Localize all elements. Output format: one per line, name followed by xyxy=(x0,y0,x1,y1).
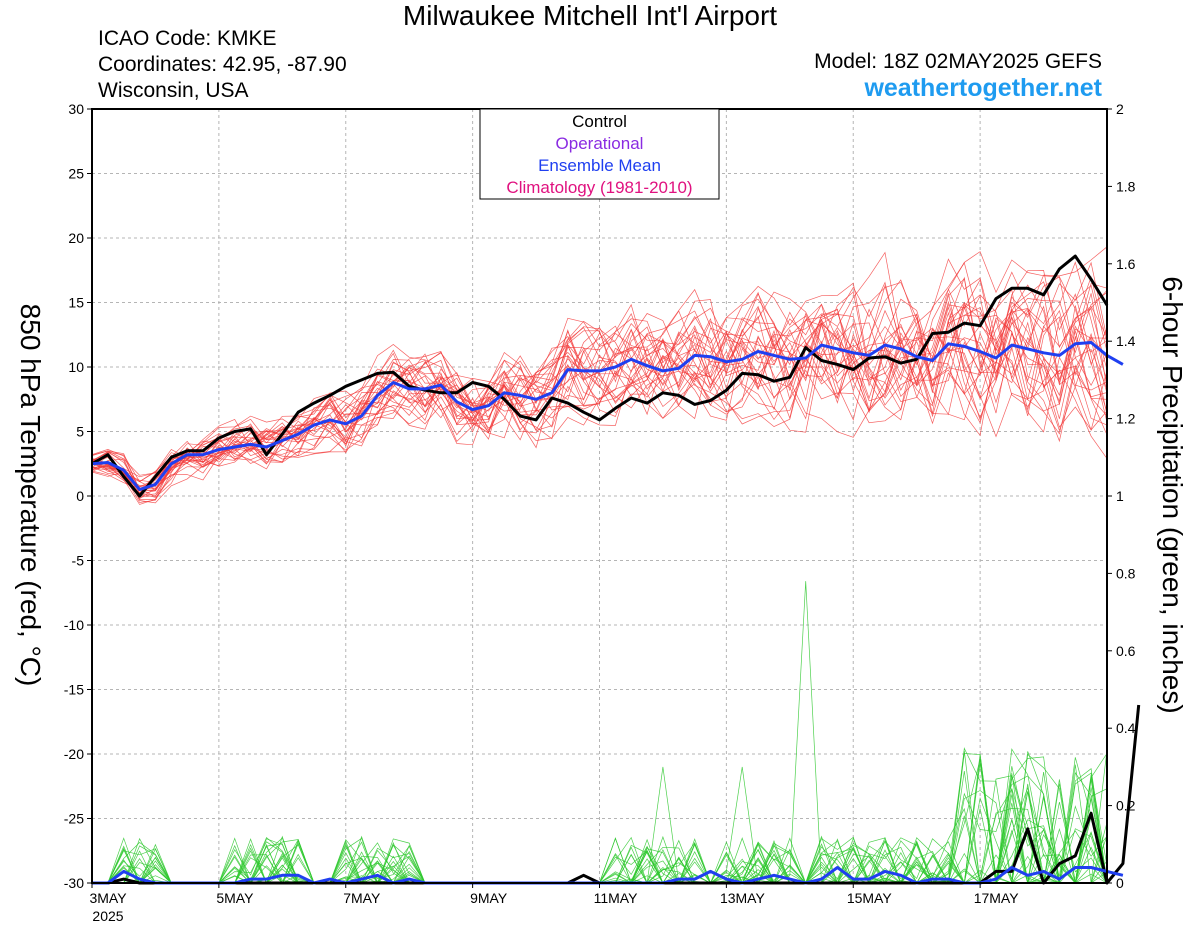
temperature-member-line xyxy=(91,282,1108,489)
y-tick-label-left: 15 xyxy=(68,295,84,311)
y-tick-label-left: -20 xyxy=(64,746,84,762)
temperature-member-line xyxy=(91,276,1108,500)
x-tick-label: 5MAY xyxy=(216,890,254,906)
icao-code: ICAO Code: KMKE xyxy=(98,27,277,50)
control-precip-line xyxy=(92,704,1141,885)
x-tick-sublabel: 2025 xyxy=(92,908,123,924)
temperature-member-line xyxy=(91,310,1108,487)
temperature-member-line xyxy=(91,261,1108,490)
temperature-member-line xyxy=(91,279,1108,483)
legend-entry: Ensemble Mean xyxy=(538,156,661,175)
x-tick-label: 3MAY xyxy=(89,890,127,906)
region: Wisconsin, USA xyxy=(98,79,249,102)
y-tick-label-left: 20 xyxy=(68,230,84,246)
legend-box xyxy=(479,108,720,200)
y-tick-label-right: 1.4 xyxy=(1116,333,1136,349)
y-tick-label-right: 0.6 xyxy=(1116,643,1136,659)
x-tick-label: 7MAY xyxy=(343,890,381,906)
temperature-member-line xyxy=(91,246,1108,505)
x-tick-label: 11MAY xyxy=(594,890,638,906)
y-tick-label-right: 0.8 xyxy=(1116,565,1136,581)
y-tick-label-right: 0 xyxy=(1116,875,1124,891)
x-tick-label: 17MAY xyxy=(974,890,1020,906)
y-tick-label-right: 1.6 xyxy=(1116,256,1136,272)
y-tick-label-right: 1.8 xyxy=(1116,178,1136,194)
y-tick-label-left: -15 xyxy=(64,682,84,698)
legend-entry: Operational xyxy=(556,134,644,153)
temperature-member-line xyxy=(91,305,1108,494)
y-tick-label-left: -10 xyxy=(64,617,84,633)
legend: Control Operational Ensemble Mean Climatolo… xyxy=(479,108,720,200)
y-tick-label-left: -5 xyxy=(72,553,85,569)
x-tick-label: 9MAY xyxy=(470,890,508,906)
y-tick-label-left: 10 xyxy=(68,359,84,375)
y-tick-label-right: 2 xyxy=(1116,101,1124,117)
y-tick-label-right: 0.2 xyxy=(1116,798,1136,814)
coordinates: Coordinates: 42.95, -87.90 xyxy=(98,53,347,76)
temperature-member-line xyxy=(91,293,1108,498)
temperature-member-line xyxy=(91,270,1108,503)
grid-lines xyxy=(92,108,1107,884)
main-series xyxy=(91,254,1141,885)
station-info: ICAO Code: KMKE Coordinates: 42.95, -87.… xyxy=(98,26,347,104)
temperature-member-line xyxy=(91,261,1108,504)
chart-title: Milwaukee Mitchell Int'l Airport xyxy=(402,0,778,31)
y-tick-label-left: 30 xyxy=(68,101,84,117)
y-tick-label-left: -25 xyxy=(64,811,84,827)
y-tick-label-left: 0 xyxy=(76,488,84,504)
y-tick-label-left: 5 xyxy=(76,424,84,440)
ensemble-mean-line xyxy=(91,341,1124,492)
y-tick-label-right: 0.4 xyxy=(1116,720,1136,736)
y-tick-label-right: 1.2 xyxy=(1116,411,1136,427)
temperature-member-line xyxy=(91,251,1108,476)
y-tick-label-left: -30 xyxy=(64,875,84,891)
x-tick-label: 13MAY xyxy=(720,890,766,906)
temperature-member-line xyxy=(91,282,1108,495)
legend-entry: Control xyxy=(572,112,627,131)
y-tick-label-right: 1 xyxy=(1116,488,1124,504)
axis-ticks: 302520151050-5-10-15-20-25-3021.81.61.41… xyxy=(64,101,1136,924)
x-tick-label: 15MAY xyxy=(847,890,893,906)
temperature-member-line xyxy=(91,284,1108,490)
site-link[interactable]: weathertogether.net xyxy=(864,74,1102,102)
model-run: Model: 18Z 02MAY2025 GEFS xyxy=(814,50,1102,73)
legend-entry: Climatology (1981-2010) xyxy=(506,178,692,197)
y-tick-label-left: 25 xyxy=(68,166,84,182)
